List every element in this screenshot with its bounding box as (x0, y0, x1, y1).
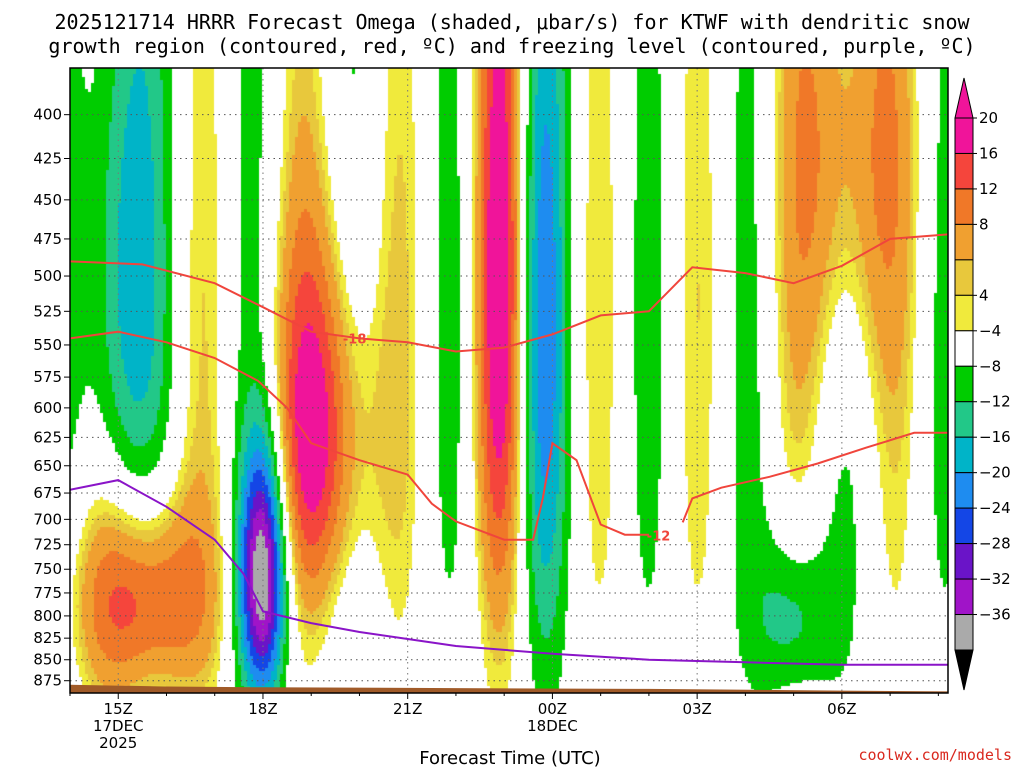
x-tick-date: 17DEC (93, 717, 144, 735)
colorbar-label: 8 (979, 215, 989, 233)
dgz-contour-line (681, 431, 948, 523)
contours: -18 -12 (70, 233, 948, 666)
credit-text: coolwx.com/models (858, 746, 1012, 764)
y-tick-label: 650 (33, 457, 62, 475)
x-tick-label: 15Z (104, 700, 133, 718)
y-tick-label: 450 (33, 191, 62, 209)
colorbar-swatch (954, 614, 974, 651)
colorbar-swatch (954, 578, 974, 616)
y-tick-label: 575 (33, 368, 62, 386)
colorbar-swatch (954, 543, 974, 580)
colorbar-label: −36 (979, 606, 1011, 624)
x-tick-date: 18DEC (527, 717, 578, 735)
colorbar-label: −24 (979, 499, 1011, 517)
freezing-level-line (70, 479, 948, 666)
y-tick-label: 625 (33, 428, 62, 446)
terrain-ground (70, 684, 948, 693)
colorbar-top-arrow (954, 77, 974, 119)
colorbar-bottom-arrow (954, 649, 974, 691)
colorbar-swatch (954, 152, 974, 190)
dgz-contour-line (70, 233, 948, 353)
contour-label-minus18: -18 (343, 332, 367, 347)
plot-area: -18 -12 (69, 67, 949, 694)
colorbar-swatch (954, 259, 974, 296)
colorbar-label: 20 (979, 109, 998, 127)
chart-title-line-1: 2025121714 HRRR Forecast Omega (shaded, … (54, 10, 970, 34)
plot-frame (69, 67, 949, 694)
colorbar-swatch (954, 223, 974, 261)
colorbar-legend: 20 16 12 8 4 −4 −8 −12 −16 −20 −24 −28 −32 −36 (954, 77, 1011, 691)
y-tick-label: 750 (33, 560, 62, 578)
colorbar-swatch (954, 294, 974, 332)
contour-label-minus12: -12 (647, 530, 671, 545)
y-tick-label: 825 (33, 629, 62, 647)
y-tick-label: 475 (33, 230, 62, 248)
colorbar-label: −20 (979, 464, 1011, 482)
y-tick-label: 775 (33, 584, 62, 602)
x-tick-label: 00Z (538, 700, 567, 718)
y-tick-label: 875 (33, 672, 62, 690)
colorbar-label: −28 (979, 535, 1011, 553)
y-tick-label: 600 (33, 399, 62, 417)
chart-title-line-2: growth region (contoured, red, ºC) and f… (48, 34, 975, 58)
omega-shading (70, 68, 948, 693)
colorbar-swatch (954, 507, 974, 545)
x-tick-label: 18Z (248, 700, 277, 718)
colorbar-label: 16 (979, 144, 998, 162)
colorbar-swatch (954, 472, 974, 509)
y-tick-label: 675 (33, 484, 62, 502)
y-tick-label: 700 (33, 510, 62, 528)
grid-lines (70, 68, 948, 693)
x-tick-label: 21Z (393, 700, 422, 718)
colorbar-label: −32 (979, 570, 1011, 588)
y-tick-label: 800 (33, 607, 62, 625)
colorbar-swatch (954, 188, 974, 225)
y-tick-label: 425 (33, 150, 62, 168)
colorbar-swatch (954, 117, 974, 154)
colorbar-swatch (954, 436, 974, 474)
x-axis-label: Forecast Time (UTC) (419, 748, 600, 768)
y-tick-label: 725 (33, 536, 62, 554)
y-tick-label: 550 (33, 336, 62, 354)
x-tick-year: 2025 (99, 734, 137, 752)
x-tick-label: 03Z (682, 700, 711, 718)
colorbar-swatch (954, 330, 974, 367)
x-tick-label: 06Z (827, 700, 856, 718)
colorbar-label: −16 (979, 428, 1011, 446)
colorbar-swatch (954, 365, 974, 403)
y-tick-label: 525 (33, 302, 62, 320)
colorbar-label: 12 (979, 180, 998, 198)
colorbar-label: −12 (979, 393, 1011, 411)
colorbar-label: −8 (979, 357, 1001, 375)
y-axis-pressure: 400 425 450 475 500 525 550 575 600 625 650 675 700 7… (33, 106, 70, 690)
colorbar-swatch (954, 401, 974, 438)
colorbar-label: 4 (979, 286, 989, 304)
y-tick-label: 850 (33, 651, 62, 669)
y-tick-label: 500 (33, 267, 62, 285)
colorbar-label: −4 (979, 322, 1001, 340)
dgz-contour-line (70, 330, 649, 541)
y-tick-label: 400 (33, 106, 62, 124)
